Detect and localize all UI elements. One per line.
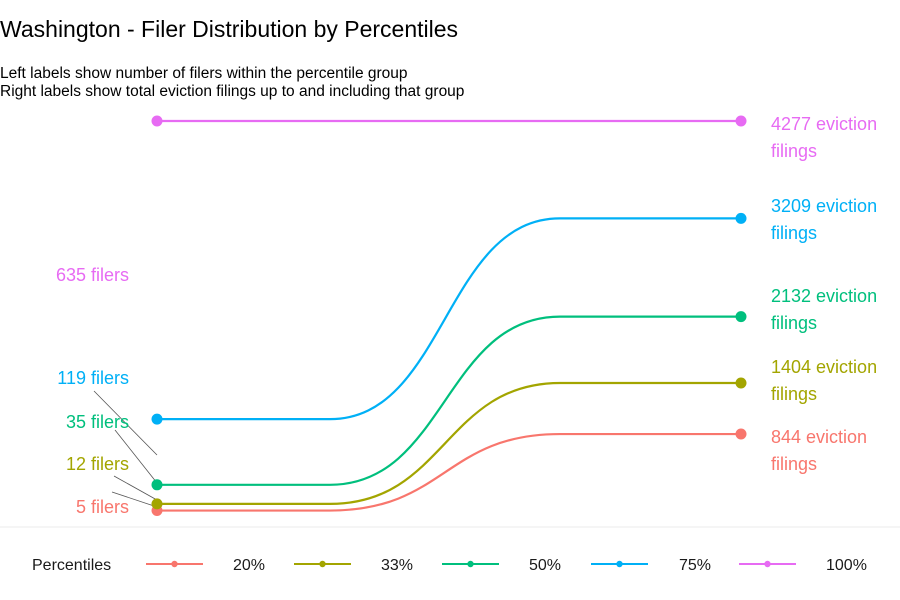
legend-key-point-4 [616,560,623,568]
legend-label-2: 33% [381,557,413,574]
leader-line-4 [93,390,158,456]
legend-label-5: 100% [826,557,867,574]
end-point-4 [735,212,747,224]
left-label-2: 12 filers [66,454,129,474]
legend-key-point-2 [319,560,326,568]
legend: Percentiles 20% 33% 50% 75% 100% [32,557,867,574]
right-label-3-line-1: 2132 eviction [771,286,877,306]
start-point-2 [151,498,163,510]
series-labels: 5 filers 844 eviction filings 12 filers 1404… [56,114,877,517]
legend-key-point-5 [764,560,771,568]
subtitle-line-2: Right labels show total eviction filings… [0,83,465,100]
right-label-1-line-2: filings [771,454,817,474]
end-point-1 [735,428,747,440]
legend-key-point-1 [171,560,178,568]
leader-line-2 [113,475,158,501]
legend-label-1: 20% [233,557,265,574]
right-label-4-line-2: filings [771,223,817,243]
subtitle-line-1: Left labels show number of filers within… [0,65,408,82]
left-label-1: 5 filers [76,497,129,517]
start-point-5 [151,115,163,127]
series-points [151,115,747,517]
end-point-3 [735,311,747,323]
left-label-3: 35 filers [66,412,129,432]
legend-label-3: 50% [529,557,561,574]
series-line-3 [157,315,741,486]
right-label-3-line-2: filings [771,313,817,333]
series-line-2 [157,381,741,506]
right-label-5-line-2: filings [771,141,817,161]
end-point-2 [735,377,747,389]
left-label-4: 119 filers [57,368,129,388]
right-label-2-line-2: filings [771,384,817,404]
right-label-5-line-1: 4277 eviction [771,114,877,134]
legend-title: Percentiles [32,557,111,574]
series-lines [157,119,741,512]
legend-key-point-3 [467,560,474,568]
end-point-5 [735,115,747,127]
leader-line-1 [111,491,158,508]
right-label-4-line-1: 3209 eviction [771,196,877,216]
right-label-2-line-1: 1404 eviction [771,357,877,377]
left-label-5: 635 filers [56,265,129,285]
series-line-4 [157,217,741,421]
leader-line-3 [114,429,158,484]
series-line-1 [157,432,741,512]
label-leader-lines [93,390,158,508]
start-point-3 [151,479,163,491]
start-point-4 [151,413,163,425]
chart-subtitle: Left labels show number of filers within… [0,65,464,101]
chart-title: Washington - Filer Distribution by Perce… [0,16,459,42]
legend-label-4: 75% [679,557,711,574]
right-label-1-line-1: 844 eviction [771,427,867,447]
